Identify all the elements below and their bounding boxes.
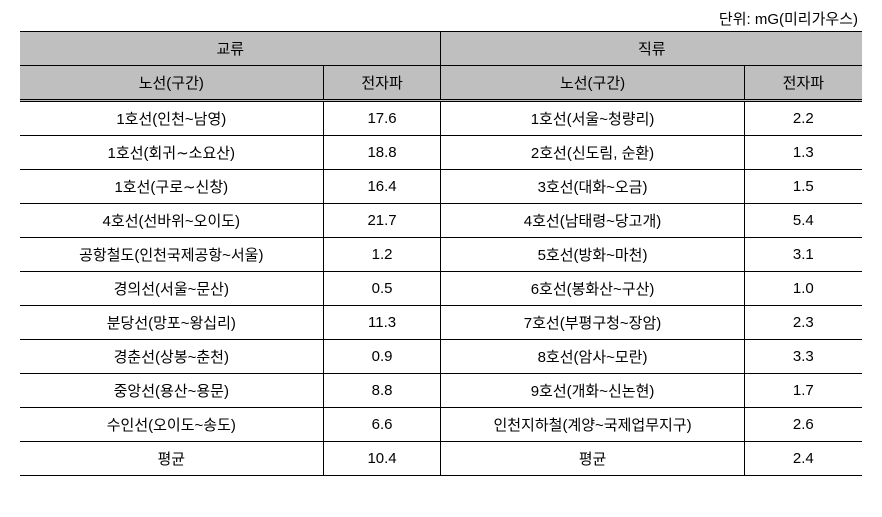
ac-route-cell: 1호선(회귀∼소요산) (20, 136, 323, 170)
dc-route-cell: 평균 (441, 442, 744, 476)
table-row: 수인선(오이도~송도) 6.6 인천지하철(계양~국제업무지구) 2.6 (20, 408, 862, 442)
ac-value-cell: 11.3 (323, 306, 441, 340)
table-row: 분당선(망포~왕십리) 11.3 7호선(부평구청~장암) 2.3 (20, 306, 862, 340)
ac-value-cell: 1.2 (323, 238, 441, 272)
dc-route-cell: 7호선(부평구청~장암) (441, 306, 744, 340)
header-dc-group: 직류 (441, 32, 862, 66)
ac-route-cell: 1호선(구로∼신창) (20, 170, 323, 204)
emf-table: 교류 직류 노선(구간) 전자파 노선(구간) 전자파 1호선(인천~남영) 1… (20, 31, 862, 476)
dc-value-cell: 3.3 (744, 340, 862, 374)
ac-value-cell: 17.6 (323, 101, 441, 136)
ac-route-cell: 4호선(선바위~오이도) (20, 204, 323, 238)
table-body: 1호선(인천~남영) 17.6 1호선(서울~청량리) 2.2 1호선(회귀∼소… (20, 101, 862, 476)
header-ac-group: 교류 (20, 32, 441, 66)
header-ac-emf: 전자파 (323, 66, 441, 101)
dc-route-cell: 5호선(방화~마천) (441, 238, 744, 272)
ac-route-cell: 1호선(인천~남영) (20, 101, 323, 136)
dc-value-cell: 1.7 (744, 374, 862, 408)
table-row: 경의선(서울~문산) 0.5 6호선(봉화산~구산) 1.0 (20, 272, 862, 306)
ac-route-cell: 공항철도(인천국제공항~서울) (20, 238, 323, 272)
dc-route-cell: 9호선(개화~신논현) (441, 374, 744, 408)
dc-value-cell: 2.6 (744, 408, 862, 442)
dc-route-cell: 2호선(신도림, 순환) (441, 136, 744, 170)
header-dc-emf: 전자파 (744, 66, 862, 101)
dc-route-cell: 6호선(봉화산~구산) (441, 272, 744, 306)
ac-value-cell: 21.7 (323, 204, 441, 238)
dc-value-cell: 3.1 (744, 238, 862, 272)
table-row-average: 평균 10.4 평균 2.4 (20, 442, 862, 476)
table-row: 4호선(선바위~오이도) 21.7 4호선(남태령~당고개) 5.4 (20, 204, 862, 238)
ac-value-cell: 6.6 (323, 408, 441, 442)
ac-value-cell: 10.4 (323, 442, 441, 476)
ac-route-cell: 경의선(서울~문산) (20, 272, 323, 306)
table-row: 중앙선(용산~용문) 8.8 9호선(개화~신논현) 1.7 (20, 374, 862, 408)
table-row: 1호선(인천~남영) 17.6 1호선(서울~청량리) 2.2 (20, 101, 862, 136)
header-dc-route: 노선(구간) (441, 66, 744, 101)
ac-route-cell: 경춘선(상봉~춘천) (20, 340, 323, 374)
ac-value-cell: 8.8 (323, 374, 441, 408)
dc-route-cell: 4호선(남태령~당고개) (441, 204, 744, 238)
ac-route-cell: 수인선(오이도~송도) (20, 408, 323, 442)
dc-route-cell: 1호선(서울~청량리) (441, 101, 744, 136)
ac-route-cell: 중앙선(용산~용문) (20, 374, 323, 408)
ac-value-cell: 18.8 (323, 136, 441, 170)
dc-value-cell: 2.3 (744, 306, 862, 340)
table-row: 1호선(회귀∼소요산) 18.8 2호선(신도림, 순환) 1.3 (20, 136, 862, 170)
table-row: 1호선(구로∼신창) 16.4 3호선(대화~오금) 1.5 (20, 170, 862, 204)
dc-route-cell: 8호선(암사~모란) (441, 340, 744, 374)
dc-value-cell: 5.4 (744, 204, 862, 238)
table-row: 경춘선(상봉~춘천) 0.9 8호선(암사~모란) 3.3 (20, 340, 862, 374)
dc-value-cell: 2.2 (744, 101, 862, 136)
ac-route-cell: 분당선(망포~왕십리) (20, 306, 323, 340)
dc-route-cell: 인천지하철(계양~국제업무지구) (441, 408, 744, 442)
ac-value-cell: 16.4 (323, 170, 441, 204)
dc-value-cell: 2.4 (744, 442, 862, 476)
dc-route-cell: 3호선(대화~오금) (441, 170, 744, 204)
dc-value-cell: 1.3 (744, 136, 862, 170)
ac-value-cell: 0.5 (323, 272, 441, 306)
table-header-sub-row: 노선(구간) 전자파 노선(구간) 전자파 (20, 66, 862, 101)
header-ac-route: 노선(구간) (20, 66, 323, 101)
table-header-group-row: 교류 직류 (20, 32, 862, 66)
dc-value-cell: 1.5 (744, 170, 862, 204)
ac-route-cell: 평균 (20, 442, 323, 476)
unit-label: 단위: mG(미리가우스) (20, 8, 862, 29)
table-row: 공항철도(인천국제공항~서울) 1.2 5호선(방화~마천) 3.1 (20, 238, 862, 272)
dc-value-cell: 1.0 (744, 272, 862, 306)
ac-value-cell: 0.9 (323, 340, 441, 374)
